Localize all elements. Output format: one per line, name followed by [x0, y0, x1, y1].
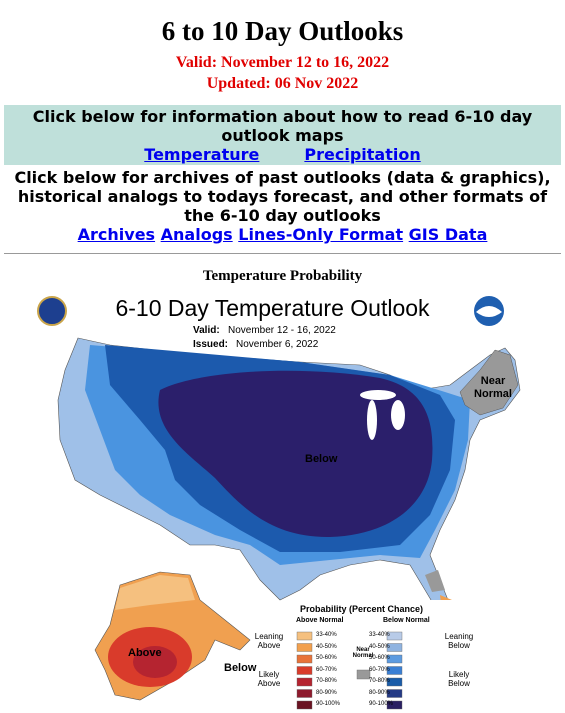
- valid-dates: Valid: November 12 to 16, 2022: [175, 54, 390, 71]
- legend-swatch: [386, 643, 403, 652]
- region: [459, 349, 519, 416]
- outlook-map: 6-10 Day Temperature Outlook Valid: Nove…: [0, 285, 565, 713]
- legend-swatch: [386, 677, 403, 687]
- region: [133, 646, 177, 678]
- legend-range: 33-40%: [316, 632, 337, 638]
- legend-group: Leaning Above: [254, 632, 284, 650]
- divider: [4, 253, 561, 254]
- legend-swatch: [296, 643, 313, 652]
- link[interactable]: Precipitation: [304, 145, 421, 164]
- doc-logo: [37, 296, 67, 326]
- issued-label: Issued:: [193, 339, 229, 350]
- map-title: 6-10 Day Temperature Outlook: [115, 295, 430, 321]
- info-links: Temperature Precipitation: [14, 145, 551, 164]
- legend-box: [285, 600, 470, 713]
- updated-date: Updated: 06 Nov 2022: [206, 75, 359, 92]
- legend-group: Likely Below: [448, 670, 470, 688]
- legend-range: 60-70%: [316, 666, 337, 673]
- legend-swatch: [296, 631, 313, 641]
- page-title: 6 to 10 Day Outlooks: [161, 16, 404, 46]
- region: [425, 570, 445, 592]
- region-label: Below: [224, 662, 257, 674]
- info-text: Click below for information about how to…: [32, 107, 533, 145]
- legend-swatch: [386, 631, 403, 641]
- legend-swatch: [296, 689, 313, 698]
- legend-header: Below Normal: [383, 617, 430, 624]
- legend-near: Near Normal: [352, 647, 374, 659]
- lake: [360, 390, 396, 400]
- legend-range: 50-60%: [369, 655, 390, 661]
- legend-range: 50-60%: [316, 655, 337, 661]
- legend-range: 40-50%: [369, 643, 390, 650]
- legend-swatch: [386, 700, 403, 710]
- archives-links: Archives Analogs Lines-Only Format GIS D…: [4, 225, 561, 244]
- issued-date: November 6, 2022: [236, 339, 319, 350]
- legend-swatch: [296, 700, 313, 710]
- region: [158, 370, 433, 538]
- region-label: Above: [128, 647, 162, 659]
- legend-range: 80-90%: [369, 689, 390, 696]
- legend-swatch: [386, 666, 403, 675]
- legend-range: 70-80%: [369, 678, 390, 684]
- legend-swatch: [386, 689, 403, 698]
- header: 6 to 10 Day Outlooks Valid: November 12 …: [0, 0, 565, 94]
- valid-label: Valid:: [193, 325, 220, 336]
- legend-title: Probability (Percent Chance): [300, 604, 424, 614]
- archives-block: Click below for archives of past outlook…: [4, 168, 561, 244]
- legend-range: 60-70%: [369, 666, 390, 673]
- legend-range: 80-90%: [316, 689, 337, 696]
- legend-swatch: [296, 666, 313, 675]
- legend-group: Leaning Below: [444, 632, 474, 650]
- lake: [367, 400, 377, 440]
- archives-text: Click below for archives of past outlook…: [14, 168, 551, 225]
- lake: [391, 400, 405, 430]
- map-graphic: [37, 296, 521, 713]
- section-title: Temperature Probability: [202, 268, 363, 284]
- legend-range: 33-40%: [369, 632, 390, 638]
- valid-dates: November 12 - 16, 2022: [228, 325, 336, 336]
- link[interactable]: Lines-Only Format: [238, 225, 404, 244]
- region-label: Near Normal: [474, 375, 512, 400]
- legend-header: Above Normal: [296, 617, 344, 624]
- legend-range: 90-100%: [316, 701, 341, 707]
- legend-swatch: [296, 654, 313, 664]
- legend-swatch: [386, 654, 403, 664]
- noaa-logo: [476, 306, 502, 317]
- link[interactable]: Archives: [77, 225, 156, 244]
- link[interactable]: Temperature: [144, 145, 260, 164]
- legend-group: Likely Above: [257, 670, 281, 688]
- legend-swatch: [356, 669, 371, 680]
- legend-swatch: [296, 677, 313, 687]
- legend-range: 40-50%: [316, 643, 337, 650]
- region-label: Below: [305, 453, 338, 465]
- legend-range: 90-100%: [369, 701, 394, 707]
- info-box: Click below for information about how to…: [4, 105, 561, 165]
- link[interactable]: Analogs: [160, 225, 233, 244]
- region: [115, 575, 195, 610]
- link[interactable]: GIS Data: [408, 225, 488, 244]
- legend-range: 70-80%: [316, 678, 337, 684]
